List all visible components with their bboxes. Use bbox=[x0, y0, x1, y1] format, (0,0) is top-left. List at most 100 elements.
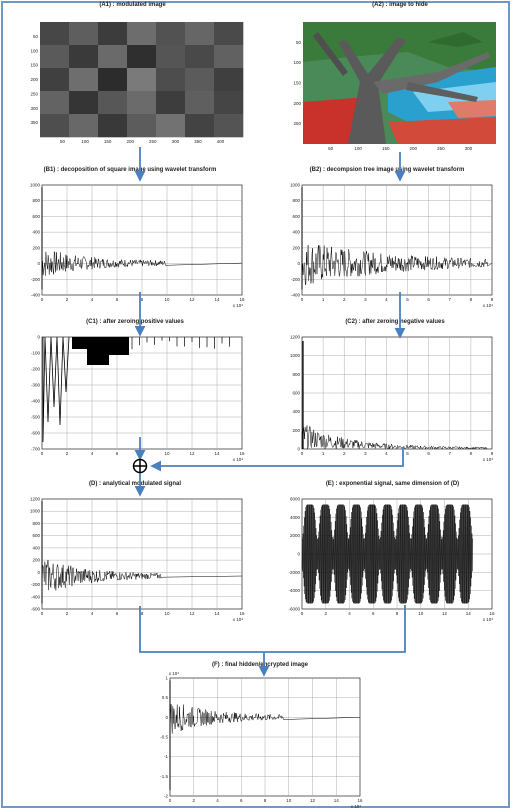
c2-xtick: 4 bbox=[385, 451, 388, 456]
d-ytick: -600 bbox=[31, 607, 41, 612]
d-axes: 0 2 4 6 8 10 12 14 16 1200 1000 800 600 400 200 0 -200 -4… bbox=[30, 497, 245, 623]
c2-ytick: 1200 bbox=[290, 335, 301, 340]
b1-ytick: 200 bbox=[32, 245, 40, 250]
a1-block bbox=[40, 22, 70, 46]
c1-ytick: -300 bbox=[31, 383, 41, 388]
b1-ytick: 0 bbox=[37, 261, 40, 266]
c2-ytick: 600 bbox=[292, 391, 300, 396]
b2-ytick: 200 bbox=[292, 245, 300, 250]
b2-xtick: 9 bbox=[491, 297, 494, 302]
a1-block bbox=[127, 114, 157, 138]
c2-xtick: 6 bbox=[427, 451, 430, 456]
a1-xtick: 200 bbox=[126, 139, 134, 144]
d-ytick: -400 bbox=[31, 594, 41, 599]
c1-xtick: 6 bbox=[116, 451, 119, 456]
a1-block bbox=[156, 114, 186, 138]
b1-ytick: 600 bbox=[32, 214, 40, 219]
a1-block bbox=[214, 45, 244, 69]
e-xtick: 2 bbox=[324, 611, 327, 616]
d-x-exponent: x 10⁴ bbox=[233, 617, 244, 622]
c2-xtick: 1 bbox=[322, 451, 325, 456]
e-xtick: 16 bbox=[489, 611, 495, 616]
a1-block bbox=[40, 114, 70, 138]
a1-block bbox=[156, 68, 186, 92]
c2-ytick: 200 bbox=[292, 428, 300, 433]
b2-chart: 0 1 2 3 4 5 6 7 8 9 1000 800 600 400 200 0 -200 -400 x 10⁴ bbox=[290, 183, 494, 309]
d-xtick: 2 bbox=[66, 611, 69, 616]
a1-block bbox=[98, 22, 128, 46]
b1-ytick: -400 bbox=[31, 293, 41, 298]
b1-xtick: 12 bbox=[189, 297, 195, 302]
c1-x-exponent: x 10⁴ bbox=[233, 457, 244, 462]
a2-title: (A2) : image to hide bbox=[372, 2, 428, 8]
a1-block bbox=[69, 68, 99, 92]
a1-block bbox=[214, 114, 244, 138]
b1-x-exponent: x 10⁴ bbox=[233, 303, 244, 308]
c1-xtick: 16 bbox=[239, 451, 245, 456]
d-ytick: 0 bbox=[37, 570, 40, 575]
c1-ytick: -100 bbox=[31, 351, 41, 356]
b1-xtick: 6 bbox=[116, 297, 119, 302]
b2-ytick: 1000 bbox=[290, 183, 301, 188]
c2-ytick: 400 bbox=[292, 409, 300, 414]
b2-xtick: 7 bbox=[449, 297, 452, 302]
b2-xtick: 6 bbox=[427, 297, 430, 302]
e-xtick: 8 bbox=[396, 611, 399, 616]
a1-ytick: 250 bbox=[30, 91, 38, 96]
b2-xtick: 3 bbox=[364, 297, 367, 302]
d-xtick: 8 bbox=[141, 611, 144, 616]
e-xtick: 10 bbox=[418, 611, 424, 616]
d-ytick: 200 bbox=[32, 558, 40, 563]
c1-xtick: 0 bbox=[41, 451, 44, 456]
c1-xtick: 4 bbox=[91, 451, 94, 456]
b2-xtick: 1 bbox=[322, 297, 325, 302]
e-ytick: -2000 bbox=[288, 570, 300, 575]
c2-xtick: 9 bbox=[491, 451, 494, 456]
d-ytick: 800 bbox=[32, 521, 40, 526]
d-xtick: 14 bbox=[214, 611, 220, 616]
a1-panel: 50 100 150 200 250 300 350 50 100 150 200 250 300 35… bbox=[30, 22, 244, 144]
c2-xtick: 7 bbox=[449, 451, 452, 456]
f-chart: 0 2 4 6 8 10 12 14 16 1 0.5 0 -0.5 -1 -1.5 -2 x 10⁴ x 10⁴ bbox=[160, 671, 363, 808]
b2-x-exponent: x 10⁴ bbox=[483, 303, 494, 308]
b1-ytick: 800 bbox=[32, 198, 40, 203]
a1-block bbox=[40, 45, 70, 69]
a2-xtick: 50 bbox=[328, 146, 334, 151]
c1-ytick: -200 bbox=[31, 367, 41, 372]
c1-ytick: -700 bbox=[31, 447, 41, 452]
e-x-exponent: x 10⁴ bbox=[483, 617, 494, 622]
a1-block bbox=[185, 45, 215, 69]
a1-xtick: 150 bbox=[104, 139, 112, 144]
d-xtick: 12 bbox=[189, 611, 195, 616]
a2-xtick: 150 bbox=[382, 146, 390, 151]
b2-ytick: 0 bbox=[297, 261, 300, 266]
f-ytick: 1 bbox=[165, 676, 168, 681]
f-y-exponent: x 10⁴ bbox=[169, 671, 180, 676]
a1-xtick: 400 bbox=[217, 139, 225, 144]
f-xtick: 0 bbox=[169, 798, 172, 803]
e-chart: 0 2 4 6 8 10 12 14 16 6000 4000 2000 0 -2000 -4000 -600… bbox=[288, 497, 495, 623]
e-ytick: 6000 bbox=[290, 497, 301, 502]
b1-xtick: 8 bbox=[141, 297, 144, 302]
c1-title: (C1) : after zeroing positive values bbox=[86, 319, 184, 325]
e-signal bbox=[301, 504, 473, 604]
b1-xtick: 16 bbox=[239, 297, 245, 302]
a2-xtick: 300 bbox=[465, 146, 473, 151]
b1-ytick: -200 bbox=[31, 277, 41, 282]
f-ytick: 0 bbox=[165, 715, 168, 720]
f-ytick: 0.5 bbox=[162, 695, 169, 700]
f-signal bbox=[169, 704, 361, 734]
b1-ytick: 400 bbox=[32, 230, 40, 235]
a2-ytick: 200 bbox=[293, 101, 301, 106]
f-ytick: -1 bbox=[164, 754, 168, 759]
a1-block bbox=[185, 114, 215, 138]
a1-xtick: 350 bbox=[194, 139, 202, 144]
c2-xtick: 8 bbox=[470, 451, 473, 456]
a1-block bbox=[98, 114, 128, 138]
c1-xtick: 14 bbox=[214, 451, 220, 456]
a1-ytick: 350 bbox=[30, 120, 38, 125]
e-ytick: -6000 bbox=[288, 607, 300, 612]
d-signal bbox=[41, 559, 243, 591]
e-ytick: -4000 bbox=[288, 588, 300, 593]
